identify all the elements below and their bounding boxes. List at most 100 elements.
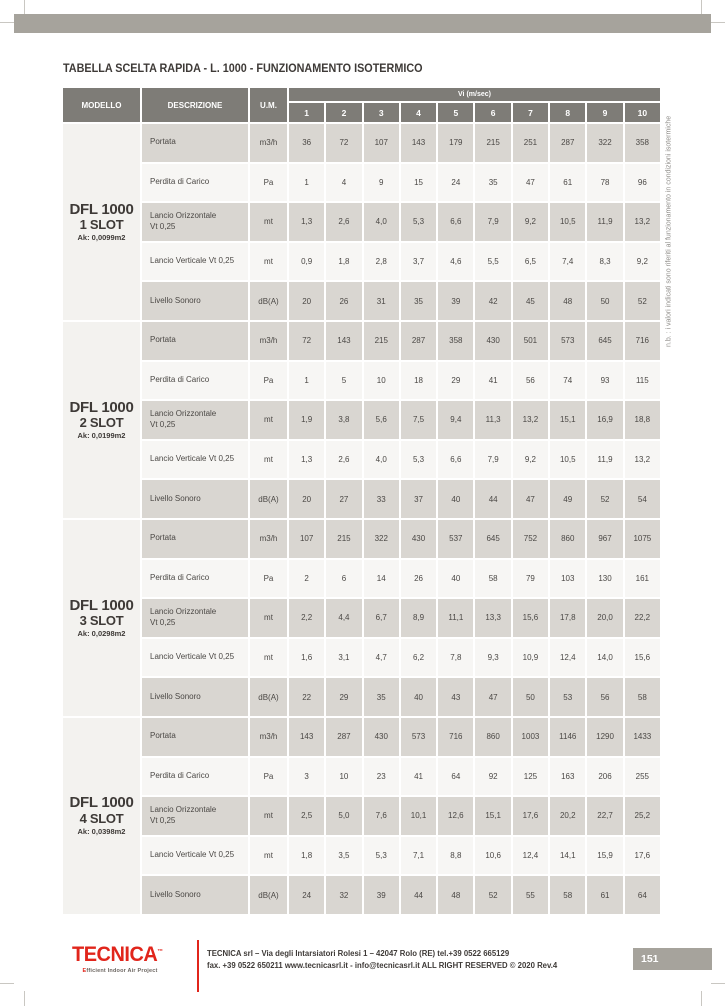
value-cell: 15,1	[550, 401, 586, 439]
value-cell: 42	[475, 282, 511, 320]
col-header-modello: MODELLO	[63, 88, 140, 122]
vi-col-header: 9	[587, 103, 623, 122]
value-cell: 56	[512, 361, 549, 400]
value-cell: 6	[326, 559, 362, 598]
value-cell: 22	[289, 678, 325, 716]
row-label: Portata	[142, 717, 248, 756]
row-label-text: Livello Sonoro	[150, 691, 201, 701]
value-cell: 48	[438, 876, 474, 914]
um-cell: dB(A)	[250, 282, 287, 320]
vi-col-header: 8	[550, 103, 586, 122]
value-cell: 1,8	[289, 836, 325, 875]
value-cell: 3,5	[326, 836, 362, 875]
value-cell: 39	[438, 282, 474, 320]
value-cell: 7,9	[475, 203, 511, 241]
vi-col-header: 4	[400, 103, 437, 122]
value-cell: 322	[363, 519, 399, 558]
row-label-text: Perdita di Carico	[150, 176, 210, 186]
value-cell: 79	[512, 559, 549, 598]
value-cell: 58	[624, 678, 660, 716]
value-cell: 4,6	[438, 242, 474, 281]
model-name: DFL 1000	[69, 398, 134, 416]
value-cell: 4,0	[363, 440, 399, 479]
row-label-text: Perdita di Carico	[150, 770, 210, 780]
value-cell: 14,0	[587, 638, 623, 677]
value-cell: 7,4	[550, 242, 586, 281]
row-label: Lancio Orizzontale Vt 0,25	[142, 203, 248, 241]
logo-tagline: Efficient Indoor Air Project	[82, 968, 158, 974]
value-cell: 163	[550, 757, 586, 796]
value-cell: 645	[587, 321, 623, 360]
crop-mark	[711, 22, 725, 23]
vi-col-header: 6	[475, 103, 511, 122]
value-cell: 10,1	[400, 797, 437, 835]
value-cell: 7,6	[363, 797, 399, 835]
row-label-text: Lancio Verticale Vt 0,25	[150, 454, 235, 464]
row-label: Livello Sonoro	[142, 480, 248, 518]
value-cell: 93	[587, 361, 623, 400]
value-cell: 44	[400, 876, 437, 914]
model-block: DFL 1000 2 SLOT Ak: 0,0199m2 Portata m3/h 72 1…	[63, 321, 660, 518]
vi-col-header: 7	[512, 103, 549, 122]
value-cell: 15,1	[475, 797, 511, 835]
value-cell: 52	[624, 282, 660, 320]
page-footer: TECNICA™ Efficient Indoor Air Project TE…	[0, 938, 725, 998]
row-label-text: Portata	[150, 335, 176, 345]
row-label-text: Perdita di Carico	[150, 572, 210, 582]
col-header-vi-group: Vi (m/sec)	[289, 88, 660, 101]
value-cell: 860	[475, 717, 511, 756]
value-cell: 15,9	[587, 836, 623, 875]
crop-mark	[0, 983, 14, 984]
um-cell: mt	[250, 836, 287, 875]
value-cell: 5,6	[363, 401, 399, 439]
value-cell: 64	[624, 876, 660, 914]
um-cell: Pa	[250, 361, 287, 400]
side-note: n.b. : i valori indicati sono riferiti a…	[665, 115, 673, 347]
row-label-text: Livello Sonoro	[150, 889, 201, 899]
address-line-1: TECNICA srl – Via degli Intarsiatori Rol…	[207, 949, 510, 958]
trademark-symbol: ™	[157, 949, 164, 955]
row-label: Portata	[142, 519, 248, 558]
value-cell: 430	[400, 519, 437, 558]
row-label: Lancio Orizzontale Vt 0,25	[142, 401, 248, 439]
model-slot: 3 SLOT	[79, 613, 124, 629]
value-cell: 52	[475, 876, 511, 914]
value-cell: 752	[512, 519, 549, 558]
row-label: Lancio Orizzontale Vt 0,25	[142, 599, 248, 637]
value-cell: 3,8	[326, 401, 362, 439]
row-label: Livello Sonoro	[142, 282, 248, 320]
crop-mark	[24, 0, 25, 15]
value-cell: 58	[550, 876, 586, 914]
value-cell: 12,4	[512, 836, 549, 875]
value-cell: 125	[512, 757, 549, 796]
value-cell: 10,9	[512, 638, 549, 677]
value-cell: 14	[363, 559, 399, 598]
value-cell: 5,3	[400, 440, 437, 479]
value-cell: 287	[400, 321, 437, 360]
row-label: Lancio Verticale Vt 0,25	[142, 242, 248, 281]
row-label: Perdita di Carico	[142, 163, 248, 202]
row-label-text: Vt 0,25	[150, 221, 176, 231]
value-cell: 56	[587, 678, 623, 716]
row-label-text: Portata	[150, 731, 176, 741]
value-cell: 20	[289, 480, 325, 518]
tecnica-logo: TECNICA™ Efficient Indoor Air Project	[64, 944, 176, 974]
value-cell: 4,7	[363, 638, 399, 677]
model-name: DFL 1000	[69, 596, 134, 614]
row-label: Portata	[142, 321, 248, 360]
value-cell: 25,2	[624, 797, 660, 835]
value-cell: 15,6	[512, 599, 549, 637]
value-cell: 20,0	[587, 599, 623, 637]
um-cell: mt	[250, 203, 287, 241]
row-label: Livello Sonoro	[142, 876, 248, 914]
model-slot: 4 SLOT	[79, 810, 124, 826]
value-cell: 7,5	[400, 401, 437, 439]
value-cell: 716	[624, 321, 660, 360]
value-cell: 4	[326, 163, 362, 202]
value-cell: 2,2	[289, 599, 325, 637]
um-cell: mt	[250, 638, 287, 677]
value-cell: 72	[289, 321, 325, 360]
row-label-text: Lancio Orizzontale	[150, 607, 217, 617]
value-cell: 5,0	[326, 797, 362, 835]
row-label-text: Livello Sonoro	[150, 493, 201, 503]
